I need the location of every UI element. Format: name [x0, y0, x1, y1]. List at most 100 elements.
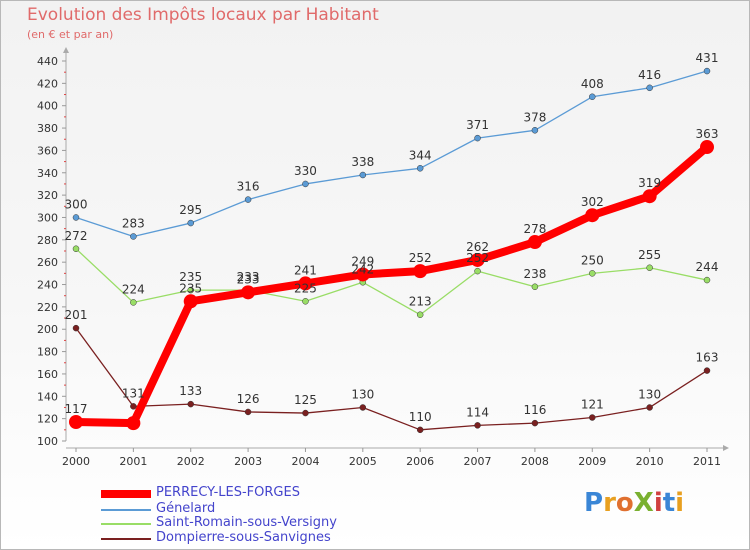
data-label-saint-romain: 213	[409, 295, 432, 309]
series-line-saint-romain	[75, 248, 708, 316]
y-tick-label: 300	[37, 211, 58, 224]
data-point-perrecy	[585, 208, 600, 223]
x-tick-label: 2002	[177, 455, 205, 468]
logo-letter: r	[603, 488, 616, 518]
y-tick-label: 160	[37, 368, 58, 381]
y-tick-label: 180	[37, 346, 58, 359]
data-point-dompierre	[187, 400, 194, 408]
data-point-genelard	[187, 219, 194, 227]
data-label-dompierre: 201	[65, 308, 88, 322]
series-line-perrecy	[72, 143, 711, 428]
y-tick-label: 420	[37, 77, 58, 90]
data-label-perrecy: 233	[237, 272, 260, 286]
data-label-dompierre: 121	[581, 398, 604, 412]
data-label-perrecy: 363	[696, 127, 719, 141]
data-point-perrecy	[355, 267, 370, 282]
x-tick-label: 2008	[521, 455, 549, 468]
data-label-perrecy: 117	[65, 402, 88, 416]
data-label-saint-romain: 272	[65, 229, 88, 243]
x-tick-label: 2001	[119, 455, 147, 468]
y-axis-arrow	[63, 47, 69, 53]
data-label-saint-romain: 252	[466, 251, 489, 265]
data-point-perrecy	[69, 415, 83, 429]
legend-label-perrecy: PERRECY-LES-FORGES	[156, 485, 300, 500]
legend-label-saint-romain: Saint-Romain-sous-Versigny	[156, 515, 337, 530]
data-point-genelard	[359, 171, 367, 179]
x-tick-label: 2000	[62, 455, 90, 468]
data-point-perrecy	[183, 294, 198, 309]
data-point-perrecy	[470, 252, 485, 267]
chart-title: Evolution des Impôts locaux par Habitant	[27, 5, 379, 25]
x-tick-label: 2004	[291, 455, 319, 468]
data-label-saint-romain: 238	[523, 267, 546, 281]
data-label-dompierre: 131	[122, 386, 145, 400]
data-point-genelard	[589, 93, 596, 101]
data-label-genelard: 316	[237, 180, 260, 194]
data-label-saint-romain: 233	[237, 270, 260, 284]
data-label-dompierre: 130	[638, 387, 661, 401]
legend-label-genelard: Génelard	[156, 501, 216, 516]
data-label-saint-romain: 224	[122, 282, 145, 296]
data-point-saint-romain	[646, 264, 653, 272]
data-point-dompierre	[703, 367, 711, 374]
data-label-genelard: 283	[122, 216, 145, 230]
data-label-genelard: 408	[581, 77, 604, 91]
data-label-genelard: 344	[409, 148, 432, 162]
data-label-genelard: 300	[65, 197, 88, 211]
data-point-perrecy	[241, 285, 256, 300]
data-label-saint-romain: 235	[179, 270, 202, 284]
data-label-dompierre: 114	[466, 405, 489, 419]
data-point-dompierre	[130, 403, 137, 410]
x-tick-label: 2009	[578, 455, 606, 468]
data-label-perrecy: 241	[294, 263, 317, 277]
data-point-saint-romain	[130, 299, 137, 306]
data-label-dompierre: 163	[696, 351, 719, 365]
series-line-dompierre	[75, 327, 708, 431]
proxiti-logo: ProXiti	[584, 488, 684, 518]
x-tick-label: 2007	[464, 455, 492, 468]
data-point-perrecy	[126, 416, 141, 431]
data-label-perrecy: 262	[466, 240, 489, 254]
data-label-saint-romain: 255	[638, 248, 661, 262]
logo-letter: i	[675, 488, 685, 518]
data-label-dompierre: 125	[294, 393, 317, 407]
x-axis-arrow	[723, 445, 729, 451]
data-point-perrecy	[298, 276, 313, 291]
y-tick-label: 280	[37, 234, 58, 247]
data-label-perrecy: 235	[179, 281, 202, 295]
data-label-dompierre: 130	[351, 387, 374, 401]
data-point-saint-romain	[416, 311, 424, 318]
y-tick-label: 260	[37, 256, 58, 269]
legend-label-dompierre: Dompierre-sous-Sanvignes	[156, 530, 331, 545]
legend-swatch-saint-romain	[101, 523, 151, 525]
data-point-genelard	[244, 196, 252, 203]
data-label-perrecy: 249	[351, 254, 374, 268]
data-point-dompierre	[531, 419, 539, 427]
data-label-saint-romain: 225	[294, 281, 317, 295]
data-point-saint-romain	[72, 245, 80, 253]
data-label-saint-romain: 244	[696, 260, 719, 274]
series-line-genelard	[75, 70, 708, 238]
data-point-genelard	[474, 134, 481, 142]
legend-swatch-perrecy	[101, 490, 151, 498]
data-point-dompierre	[646, 404, 653, 411]
y-tick-label: 380	[37, 122, 58, 135]
data-point-saint-romain	[302, 298, 309, 305]
y-tick-label: 200	[37, 323, 58, 336]
x-tick-label: 2006	[406, 455, 434, 468]
data-point-saint-romain	[703, 276, 711, 284]
y-tick-label: 120	[37, 413, 58, 426]
data-label-perrecy: 252	[409, 251, 432, 265]
data-point-dompierre	[72, 324, 80, 332]
x-tick-label: 2005	[349, 455, 377, 468]
y-tick-label: 400	[37, 100, 58, 113]
data-point-genelard	[302, 180, 309, 188]
data-point-genelard	[130, 233, 137, 240]
data-point-genelard	[72, 214, 80, 221]
data-label-dompierre: 133	[179, 384, 202, 398]
y-tick-label: 100	[37, 435, 58, 448]
legend-swatch-genelard	[101, 509, 151, 511]
y-tick-label: 320	[37, 189, 58, 202]
